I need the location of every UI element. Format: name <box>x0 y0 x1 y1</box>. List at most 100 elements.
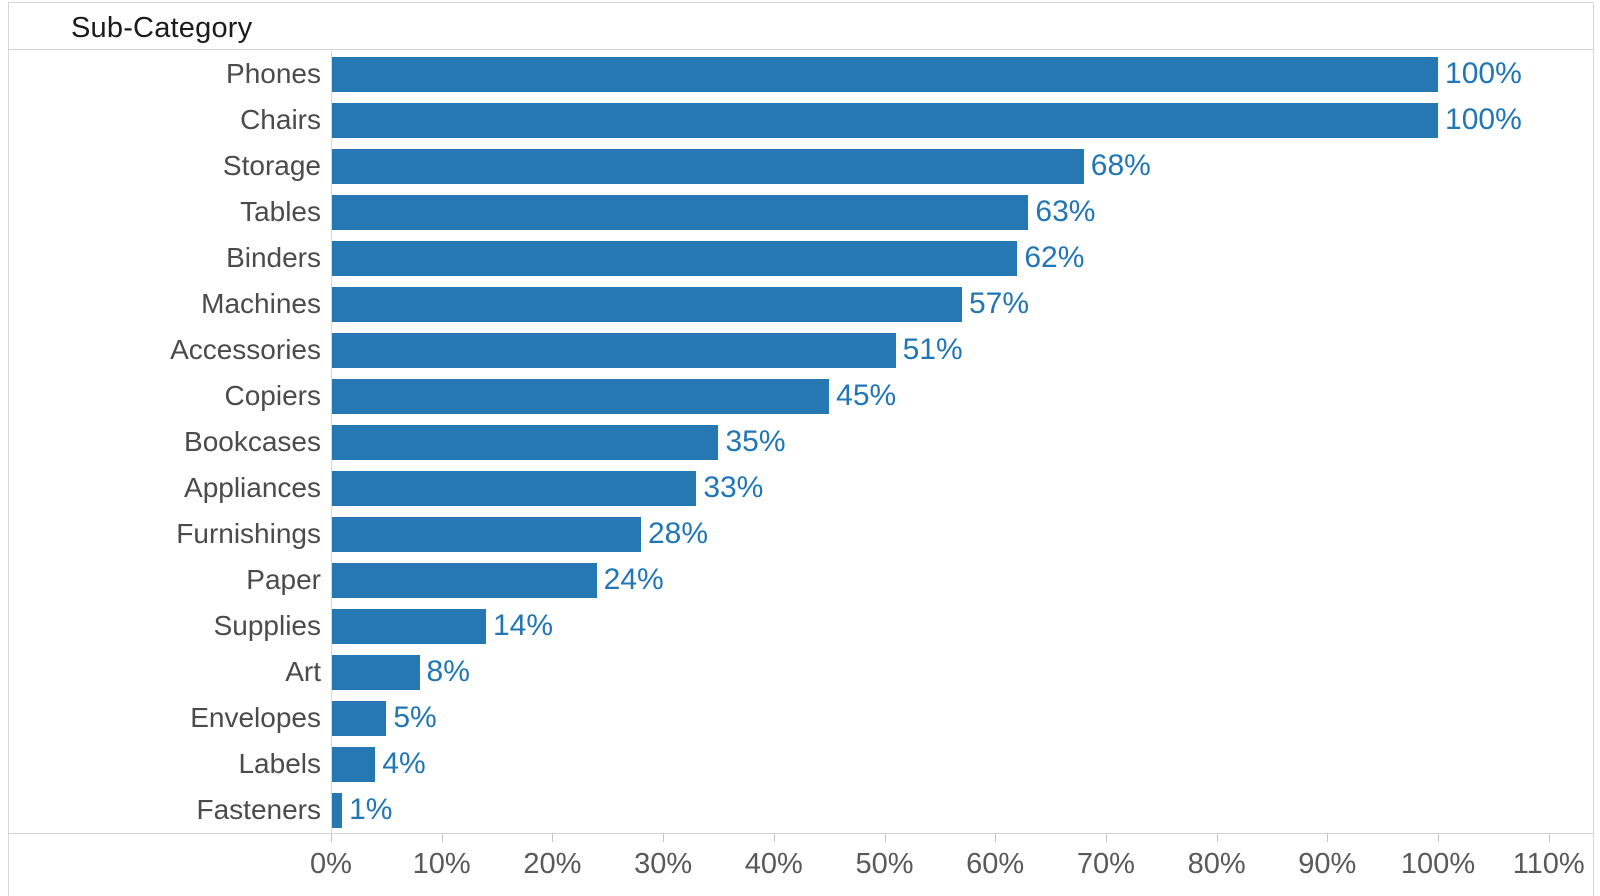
bar[interactable] <box>331 792 343 828</box>
chart-frame: Sub-Category Phones 100% Chairs 100% Storage… <box>8 2 1594 896</box>
axis-tick-mark <box>884 834 886 842</box>
bar-value-label: 4% <box>382 747 426 780</box>
bar-plot-cell: 33% <box>331 465 1593 511</box>
bar[interactable] <box>331 470 697 506</box>
bar-row: Labels 4% <box>9 741 1593 787</box>
bar-plot-cell: 63% <box>331 189 1593 235</box>
category-label: Copiers <box>224 380 321 411</box>
category-label: Tables <box>240 196 321 227</box>
bar[interactable] <box>331 746 376 782</box>
bar-row: Appliances 33% <box>9 465 1593 511</box>
bar-plot-cell: 14% <box>331 603 1593 649</box>
bar-plot-cell: 24% <box>331 557 1593 603</box>
bar[interactable] <box>331 332 896 368</box>
category-label: Supplies <box>213 610 321 641</box>
bar[interactable] <box>331 654 420 690</box>
bar-row: Furnishings 28% <box>9 511 1593 557</box>
bar-value-label: 45% <box>836 379 897 412</box>
bar[interactable] <box>331 194 1029 230</box>
bar-plot-cell: 100% <box>331 97 1593 143</box>
bar-value-label: 14% <box>492 609 554 642</box>
axis-tick-mark <box>663 834 665 842</box>
axis-tick-mark <box>1216 834 1218 842</box>
bar-value-label: 62% <box>1024 241 1085 274</box>
bar-row: Fasteners 1% <box>9 787 1593 833</box>
bar[interactable] <box>331 700 387 736</box>
axis-tick-mark <box>331 834 332 842</box>
bar-plot-cell: 4% <box>331 741 1593 787</box>
bar-plot-cell: 8% <box>331 649 1593 695</box>
bar[interactable] <box>331 102 1439 138</box>
axis-tick-label: 30% <box>634 848 693 880</box>
category-label: Appliances <box>184 472 321 503</box>
axis-tick-label: 80% <box>1187 848 1246 880</box>
bar[interactable] <box>331 516 641 552</box>
bar-row: Paper 24% <box>9 557 1593 603</box>
bar-value-label: 63% <box>1035 195 1096 228</box>
bar-row: Tables 63% <box>9 189 1593 235</box>
category-label: Binders <box>226 242 321 273</box>
bar-rows: Phones 100% Chairs 100% Storage 68% Tables 63% B… <box>9 51 1593 834</box>
bar-value-label: 68% <box>1090 149 1151 182</box>
bar-row: Accessories 51% <box>9 327 1593 373</box>
bar-row: Binders 62% <box>9 235 1593 281</box>
bar-value-label: 8% <box>426 655 470 688</box>
bar-plot-cell: 35% <box>331 419 1593 465</box>
category-label: Accessories <box>170 334 321 365</box>
bar-plot-cell: 100% <box>331 51 1593 97</box>
axis-tick-label: 90% <box>1298 848 1357 880</box>
bar-value-label: 33% <box>703 471 764 504</box>
category-label: Phones <box>226 58 321 89</box>
category-label: Furnishings <box>176 518 321 549</box>
bar[interactable] <box>331 608 486 644</box>
bar-row: Phones 100% <box>9 51 1593 97</box>
axis-tick-label: 100% <box>1400 848 1476 880</box>
bar-row: Storage 68% <box>9 143 1593 189</box>
bar-value-label: 51% <box>902 333 963 366</box>
axis-tick-mark <box>1548 834 1550 842</box>
axis-tick-label: 110% <box>1512 848 1585 880</box>
axis-tick-mark <box>552 834 554 842</box>
category-label: Envelopes <box>190 702 321 733</box>
bar-value-label: 28% <box>647 517 708 550</box>
bar[interactable] <box>331 286 962 322</box>
category-label: Machines <box>201 288 321 319</box>
bar-value-label: 5% <box>393 701 437 734</box>
axis-tick-mark <box>441 834 443 842</box>
axis-tick-mark <box>1327 834 1329 842</box>
bar-value-label: 35% <box>725 425 786 458</box>
bar[interactable] <box>331 148 1084 184</box>
axis-tick-label: 40% <box>744 848 803 880</box>
bar-plot-cell: 51% <box>331 327 1593 373</box>
axis-tick-label: 50% <box>855 848 914 880</box>
category-label: Paper <box>246 564 321 595</box>
bar-row: Supplies 14% <box>9 603 1593 649</box>
axis-tick-mark <box>1438 834 1440 842</box>
category-label: Labels <box>238 748 321 779</box>
bar-value-label: 57% <box>969 287 1030 320</box>
bar-plot-cell: 1% <box>331 787 1593 833</box>
bar[interactable] <box>331 378 830 414</box>
category-label: Storage <box>222 150 321 181</box>
bar[interactable] <box>331 562 597 598</box>
category-label: Bookcases <box>184 426 321 457</box>
axis-tick-label: 10% <box>412 848 471 880</box>
bar-row: Envelopes 5% <box>9 695 1593 741</box>
bar-row: Art 8% <box>9 649 1593 695</box>
axis-tick-label: 60% <box>966 848 1025 880</box>
bar-plot-cell: 45% <box>331 373 1593 419</box>
axis-tick-mark <box>773 834 775 842</box>
bar-plot-cell: 57% <box>331 281 1593 327</box>
bar[interactable] <box>331 424 719 460</box>
x-axis: 0% 10% 20% 30% 40% 50% 60% 70% 80% 90% 100% 110% <box>310 834 1593 896</box>
category-label: Chairs <box>240 104 321 135</box>
bar[interactable] <box>331 56 1439 92</box>
zero-axis-line <box>331 51 332 834</box>
bar-row: Chairs 100% <box>9 97 1593 143</box>
bar-row: Bookcases 35% <box>9 419 1593 465</box>
axis-tick-mark <box>995 834 997 842</box>
bar[interactable] <box>331 240 1018 276</box>
axis-tick-label: 70% <box>1076 848 1135 880</box>
axis-tick-label: 0% <box>310 848 352 880</box>
